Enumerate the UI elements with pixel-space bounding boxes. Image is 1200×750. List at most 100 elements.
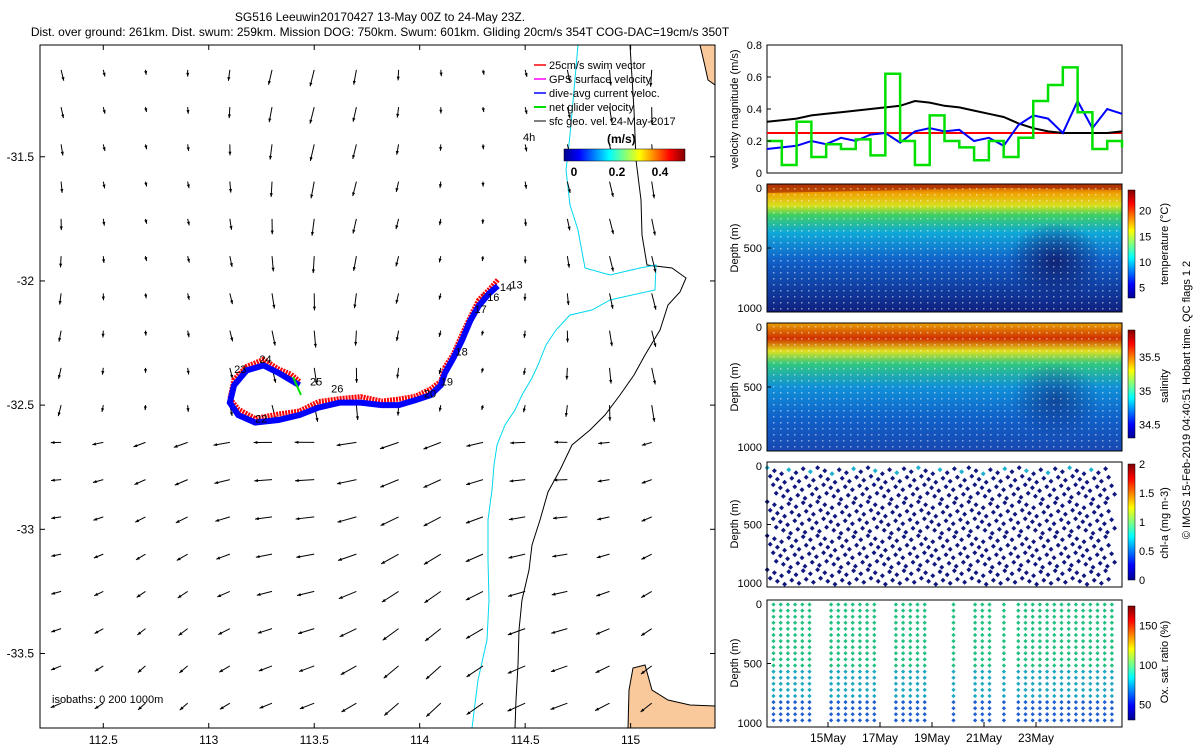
chla-profile	[865, 465, 880, 581]
surface-velocity-arrow	[395, 218, 400, 230]
surface-velocity-arrow	[566, 256, 571, 268]
surface-velocity-arrow	[268, 144, 273, 160]
chla-profile	[1103, 466, 1118, 582]
surface-velocity-arrow	[465, 516, 484, 524]
surface-velocity-arrow	[176, 553, 188, 561]
surface-velocity-arrow	[218, 665, 231, 673]
colorbar-tick-label: 2	[1139, 459, 1145, 471]
track-day-label: 14	[500, 282, 512, 294]
date-tick-label: 23May	[1018, 731, 1054, 745]
colorbar-tick-label: 1.5	[1139, 488, 1154, 500]
surface-velocity-arrow	[179, 702, 188, 711]
surface-velocity-arrow	[102, 181, 106, 189]
track-day-label: 19	[441, 376, 453, 388]
chla-profile	[822, 468, 837, 584]
surface-velocity-arrow	[595, 665, 610, 674]
surface-velocity-arrow	[355, 367, 359, 383]
surface-velocity-arrow	[597, 479, 610, 483]
surface-velocity-arrow	[466, 702, 484, 716]
surface-velocity-arrow	[178, 628, 188, 636]
colorbar-tick-label: 15	[1139, 231, 1151, 243]
surface-velocity-arrow	[481, 367, 485, 373]
surface-velocity-arrow	[651, 255, 657, 273]
date-tick-label: 19May	[914, 731, 950, 745]
surface-velocity-arrow	[57, 405, 62, 417]
surface-velocity-arrow	[508, 553, 526, 559]
oxygen-profile	[778, 602, 783, 723]
surface-velocity-arrow	[186, 181, 190, 189]
surface-velocity-arrow	[179, 665, 188, 674]
surface-velocity-arrow	[550, 665, 568, 673]
surface-velocity-arrow	[102, 218, 106, 226]
surface-velocity-arrow	[566, 106, 571, 119]
surface-velocity-arrow	[481, 405, 485, 411]
surface-velocity-arrow	[352, 181, 357, 197]
surface-velocity-arrow	[101, 367, 105, 375]
surface-velocity-arrow	[60, 144, 64, 156]
surface-velocity-arrow	[380, 553, 399, 565]
surface-velocity-arrow	[609, 255, 614, 272]
surface-velocity-arrow	[214, 479, 230, 485]
track-day-label: 18	[456, 346, 468, 358]
surface-velocity-arrow	[92, 479, 104, 484]
colorbar-tick-label: 10	[1139, 257, 1151, 269]
oxygen-profile	[1023, 602, 1028, 723]
surface-velocity-arrow	[382, 628, 399, 641]
surface-velocity-arrow	[522, 367, 527, 376]
surface-velocity-arrow	[228, 144, 232, 156]
surface-velocity-arrow	[186, 69, 190, 77]
surface-velocity-arrow	[134, 479, 146, 486]
surface-velocity-arrow	[143, 405, 147, 411]
surface-velocity-arrow	[507, 665, 526, 674]
surface-velocity-arrow	[270, 218, 274, 235]
surface-velocity-arrow	[186, 218, 190, 226]
surface-velocity-arrow	[383, 665, 399, 679]
track-day-label: 22	[255, 414, 267, 426]
surface-velocity-arrow	[438, 367, 442, 375]
map-legend: 25cm/s swim vector GPS surface velocity …	[534, 60, 686, 179]
surface-velocity-arrow	[438, 218, 442, 226]
surface-velocity-arrow	[253, 440, 273, 445]
surface-velocity-arrow	[269, 181, 273, 197]
map-colorbar	[563, 148, 686, 162]
surface-velocity-arrow	[101, 330, 105, 338]
depth-tick-label: 500	[744, 520, 762, 532]
surface-velocity-arrow	[598, 441, 610, 445]
surface-velocity-arrow	[175, 516, 188, 524]
surface-velocity-arrow	[218, 628, 231, 636]
surface-velocity-arrow	[309, 144, 315, 162]
track-day-label: 16	[487, 292, 499, 304]
legend-dac: dive-avg current veloc.	[549, 88, 660, 100]
surface-velocity-arrow	[227, 69, 231, 81]
surface-velocity-arrow	[508, 516, 526, 521]
surface-velocity-arrow	[135, 553, 146, 561]
surface-velocity-arrow	[523, 256, 527, 264]
oxygen-profile	[850, 602, 855, 723]
chla-profile	[1016, 465, 1031, 581]
map-xtick-label: 113	[199, 733, 218, 747]
surface-velocity-arrow	[396, 69, 400, 81]
surface-velocity-arrow	[186, 330, 190, 338]
surface-velocity-arrow	[438, 255, 442, 263]
surface-velocity-arrow	[219, 702, 231, 710]
colorbar-tick-02: 0.2	[609, 165, 626, 179]
legend-net: net glider velocity	[549, 102, 634, 114]
surface-velocity-arrow	[596, 553, 610, 559]
chla-ylabel: Depth (m)	[729, 500, 741, 549]
surface-velocity-arrow	[340, 665, 357, 676]
map-ytick-label: -33.5	[7, 646, 35, 660]
date-tick-label: 15May	[810, 731, 846, 745]
surface-velocity-arrow	[640, 628, 652, 637]
chla-profile	[995, 470, 1010, 586]
surface-velocity-arrow	[186, 367, 190, 375]
oxygen-profile	[987, 602, 992, 723]
oxygen-profile	[785, 602, 791, 723]
velocity-ytick-label: 0.8	[747, 40, 762, 52]
map-xtick-label: 115	[621, 733, 640, 747]
land-ne	[699, 45, 715, 86]
chla-cbar-label: chl-a (mg m-3)	[1159, 487, 1171, 559]
chla-panel: chl-a (mg m-3) Depth (m)	[729, 461, 1171, 588]
surface-velocity-arrow	[352, 69, 357, 85]
surface-velocity-arrow	[550, 702, 568, 710]
